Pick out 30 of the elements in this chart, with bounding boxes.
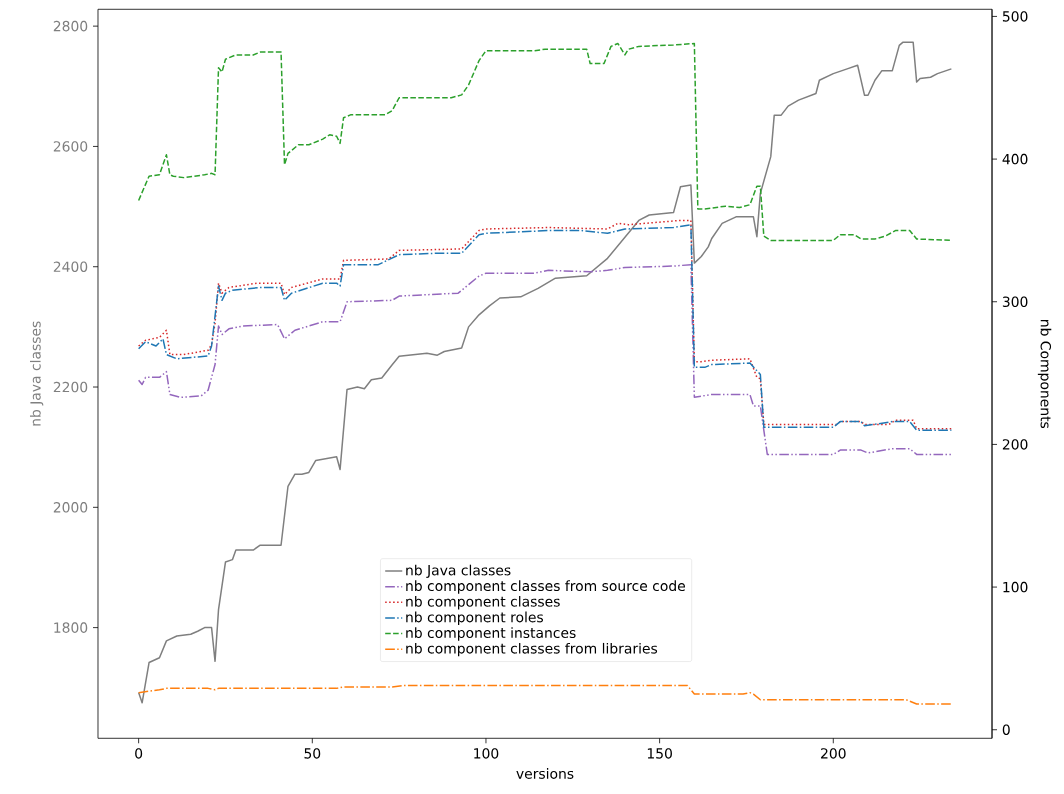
y-tick-label: 2400 <box>53 261 88 272</box>
y2-tick-label: 300 <box>1002 296 1028 308</box>
y2-tick-label: 100 <box>1003 581 1028 593</box>
legend-label: nb component roles <box>406 611 544 626</box>
legend-label: nb component instances <box>406 627 576 641</box>
y2-tick-label: 400 <box>1002 153 1028 165</box>
x-tick-label: 200 <box>821 748 846 759</box>
y2-axis-title: nb Components <box>1037 320 1052 429</box>
x-tick-label: 50 <box>304 748 321 759</box>
x-tick-label: 100 <box>474 748 499 759</box>
x-tick-label: 150 <box>647 748 672 759</box>
y2-tick-label: 500 <box>1002 11 1028 22</box>
y-tick-label: 2200 <box>53 381 88 393</box>
y-tick-label: 2800 <box>53 20 88 32</box>
legend-label: nb component classes from source code <box>406 580 685 594</box>
line-series <box>137 263 953 456</box>
y-axis-title: nb Java classes <box>29 321 44 426</box>
line-series <box>137 41 953 704</box>
y2-tick-label: 0 <box>1002 724 1010 735</box>
legend-label: nb component classes from libraries <box>406 642 658 657</box>
legend-label: nb component classes <box>406 595 560 610</box>
legend-label: nb Java classes <box>406 564 511 579</box>
y-tick-label: 2600 <box>53 141 88 152</box>
x-tick-label: 0 <box>135 748 143 759</box>
line-series <box>137 684 953 705</box>
y-tick-label: 2000 <box>53 502 88 513</box>
x-axis-title: versions <box>516 768 574 779</box>
y-tick-label: 1800 <box>54 622 88 633</box>
y2-tick-label: 200 <box>1002 439 1028 450</box>
line-series <box>137 42 953 242</box>
